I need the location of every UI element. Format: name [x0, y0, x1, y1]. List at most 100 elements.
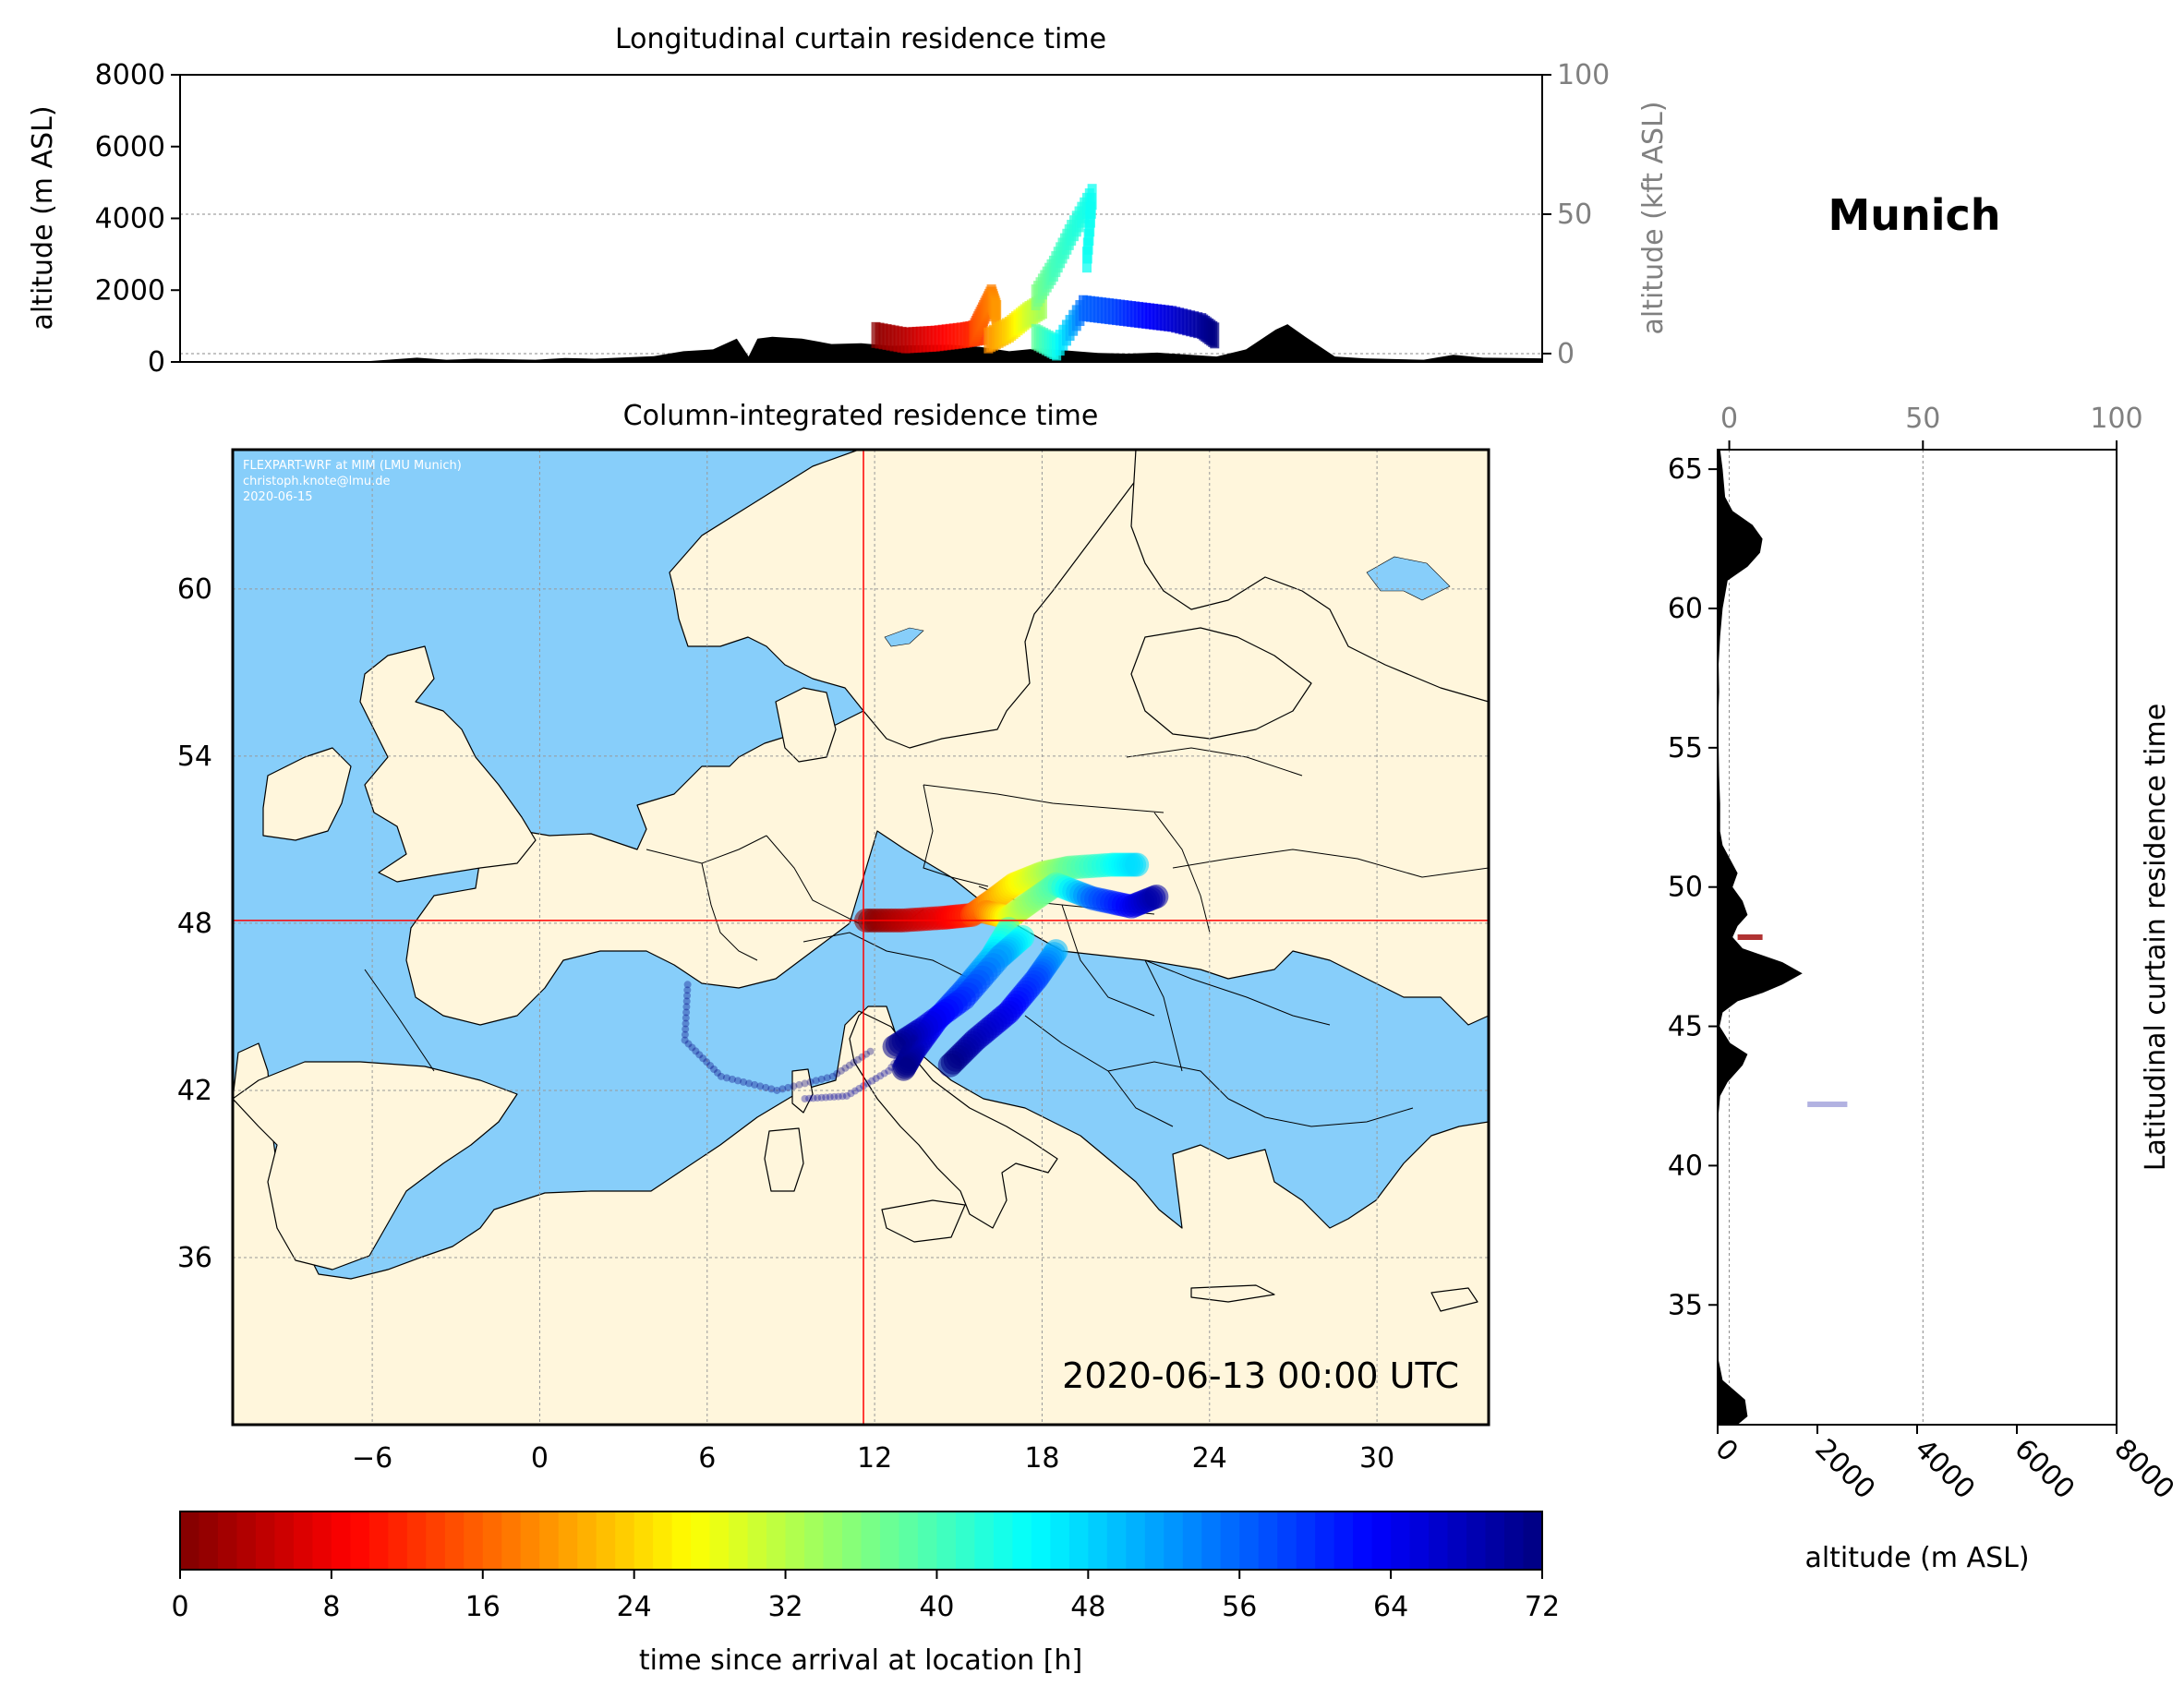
- colorbar-bin: [747, 1511, 767, 1570]
- colorbar-bin: [1409, 1511, 1430, 1570]
- top-axes-frame: [179, 74, 1543, 363]
- map-residence-blob: [692, 1047, 700, 1055]
- map-longitude-tick-label: 30: [1359, 1442, 1394, 1475]
- map-longitude-tick-label: 18: [1024, 1442, 1059, 1475]
- colorbar-bin: [1201, 1511, 1222, 1570]
- map-residence-blob: [851, 1087, 859, 1095]
- map-latitude-tick-label: 54: [177, 741, 212, 773]
- map-residence-blob: [682, 1019, 690, 1028]
- colorbar-bin: [615, 1511, 635, 1570]
- colorbar-bin: [539, 1511, 560, 1570]
- map-longitude-tick-label: −6: [352, 1442, 392, 1475]
- map-residence-blob: [812, 1077, 820, 1085]
- right-y-axis-label: Latitudinal curtain residence time: [2140, 704, 2172, 1171]
- map-residence-blob: [880, 1069, 888, 1078]
- colorbar-bin: [464, 1511, 484, 1570]
- map-residence-blob: [762, 1083, 770, 1091]
- colorbar-bin: [350, 1511, 370, 1570]
- map-residence-blob: [778, 1085, 787, 1093]
- right-terrain-profile: [1718, 450, 1803, 1425]
- map-residence-blob: [756, 1082, 765, 1090]
- colorbar-tick-label: 72: [1525, 1591, 1560, 1623]
- colorbar-bin: [653, 1511, 673, 1570]
- colorbar-bin: [444, 1511, 465, 1570]
- map-residence-blob: [784, 1083, 792, 1091]
- colorbar-bin: [842, 1511, 863, 1570]
- colorbar-bin: [1277, 1511, 1297, 1570]
- right-x2-tick-label: 100: [2090, 403, 2142, 435]
- map-residence-blob: [845, 1061, 853, 1069]
- baltic-states: [1130, 627, 1312, 740]
- colorbar-bin: [368, 1511, 389, 1570]
- map-longitude-tick-label: 0: [531, 1442, 549, 1475]
- top-y-axis-label: altitude (m ASL): [27, 105, 59, 330]
- map-residence-blob: [876, 1072, 885, 1080]
- colorbar-bin: [766, 1511, 787, 1570]
- top-y-tick-label: 0: [148, 346, 165, 379]
- colorbar-bin: [274, 1511, 295, 1570]
- colorbar-bin: [1050, 1511, 1070, 1570]
- map-residence-blob: [703, 1058, 711, 1066]
- map-residence-blob: [767, 1085, 776, 1093]
- right-alt-tick-label: 0: [1708, 1433, 1744, 1468]
- credit-text: FLEXPART-WRF at MIM (LMU Munich) christo…: [243, 459, 462, 504]
- colorbar-bin: [899, 1511, 919, 1570]
- colorbar-bin: [861, 1511, 881, 1570]
- map-axes-frame: [231, 448, 1490, 1427]
- colorbar-bin: [785, 1511, 805, 1570]
- map-residence-blob: [853, 1055, 862, 1064]
- colorbar-bin: [1371, 1511, 1392, 1570]
- colorbar-tick-label: 48: [1070, 1591, 1105, 1623]
- map-residence-blob: [872, 1074, 880, 1082]
- colorbar-bin: [293, 1511, 314, 1570]
- colorbar-bin: [520, 1511, 540, 1570]
- colorbar-bin: [1088, 1511, 1108, 1570]
- corsica: [791, 1068, 814, 1114]
- right-residence-mark: [1807, 1102, 1848, 1108]
- map-residence-blob: [801, 1079, 809, 1088]
- map-gridlines: [233, 450, 1489, 1425]
- great-britain: [359, 645, 537, 883]
- colorbar-bin: [917, 1511, 938, 1570]
- map-residence-blob: [1144, 884, 1169, 909]
- right-residence-layer: [1737, 934, 1848, 1108]
- finland-russia-north: [1130, 450, 1489, 703]
- map-residence-blob: [841, 1064, 850, 1072]
- map-residence-blob: [828, 1072, 837, 1080]
- colorbar-bin: [1126, 1511, 1146, 1570]
- map-residence-blob: [682, 1003, 691, 1011]
- right-latitude-axis: 35 40 45 50 55 60 65: [1668, 453, 1718, 1321]
- map-residence-blob: [839, 1092, 847, 1101]
- colorbar-bin: [936, 1511, 957, 1570]
- map-longitude-tick-label: 12: [857, 1442, 892, 1475]
- colorbar-bin: [691, 1511, 711, 1570]
- colorbar-tick-label: 8: [322, 1591, 340, 1623]
- map-residence-blob: [795, 1080, 803, 1089]
- map-residence-blob: [866, 1047, 875, 1055]
- top-terrain-layer: [180, 324, 1542, 362]
- map-residence-blob: [699, 1054, 707, 1063]
- colorbar-bin: [1315, 1511, 1335, 1570]
- top-y-tick-label: 4000: [95, 203, 165, 235]
- map-residence-blob: [682, 1008, 691, 1017]
- cyprus: [1430, 1287, 1478, 1312]
- right-x2-tick-label: 50: [1905, 403, 1940, 435]
- map-residence-blob: [681, 1030, 689, 1039]
- colorbar-bin: [709, 1511, 730, 1570]
- colorbar-tick-label: 32: [767, 1591, 802, 1623]
- colorbar-bin: [312, 1511, 332, 1570]
- top-residence-cell: [1210, 322, 1220, 349]
- map-residence-blob: [717, 1072, 725, 1080]
- top-y-tick-label: 8000: [95, 59, 165, 91]
- map-residence-blob: [745, 1079, 754, 1088]
- map-residence-blob: [683, 992, 692, 1000]
- map-residence-blob: [822, 1093, 830, 1102]
- map-residence-blob: [806, 1078, 814, 1086]
- right-axes-frame: [1717, 449, 2118, 1426]
- top-y-tick-label: 6000: [95, 131, 165, 163]
- colorbar-bin: [1523, 1511, 1543, 1570]
- map-residence-blob: [850, 1058, 858, 1066]
- colorbar-bin: [501, 1511, 522, 1570]
- colorbar-bin: [236, 1511, 257, 1570]
